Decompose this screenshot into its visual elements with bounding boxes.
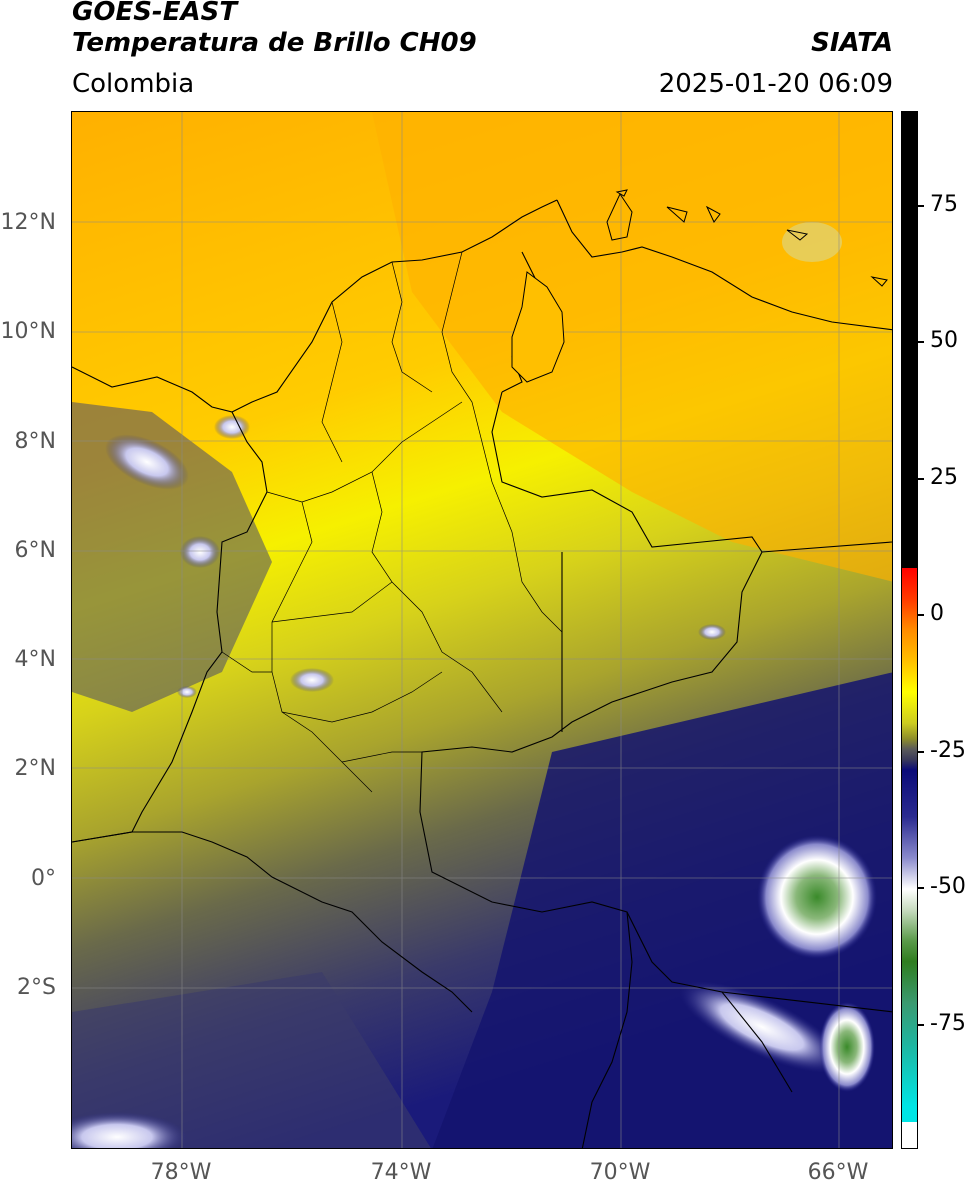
- convective-cell: [72, 1112, 187, 1148]
- cloud-patch: [782, 222, 842, 262]
- lat-label: 8°N: [14, 429, 56, 454]
- temperature-colorbar: [901, 111, 918, 1149]
- colorbar-tick: [918, 614, 924, 616]
- colorbar-tick: [918, 205, 924, 207]
- convective-cell: [679, 981, 845, 1073]
- lat-label: 10°N: [0, 319, 56, 344]
- lat-label: 12°N: [0, 210, 56, 235]
- lat-label: 2°S: [17, 975, 56, 1000]
- lon-label: 66°W: [807, 1160, 869, 1185]
- lon-label: 74°W: [370, 1160, 432, 1185]
- lat-label: 0°: [31, 866, 56, 891]
- colorbar-label: -50: [930, 874, 966, 899]
- pacific-clouds: [72, 402, 272, 712]
- convective-cell: [177, 686, 197, 698]
- graticule: [72, 112, 892, 1148]
- colorbar-tick: [918, 478, 924, 480]
- colorbar-tick: [918, 1024, 924, 1026]
- convective-cell: [698, 624, 726, 640]
- lat-label: 4°N: [14, 647, 56, 672]
- colorbar-label: 25: [930, 465, 958, 490]
- region-label: Colombia: [72, 69, 195, 99]
- caribbean-islands: [606, 189, 888, 287]
- product-title: Temperatura de Brillo CH09: [72, 28, 477, 58]
- colorbar-label: -25: [930, 738, 966, 763]
- lake-maracaibo: [511, 271, 565, 383]
- convective-cell: [290, 668, 334, 692]
- department-borders: [221, 251, 563, 793]
- colorbar-tick: [918, 751, 924, 753]
- lat-label: 2°N: [14, 756, 56, 781]
- organization-label: SIATA: [811, 28, 893, 58]
- satellite-title: GOES-EAST: [72, 0, 238, 27]
- colorbar-label: -75: [930, 1011, 966, 1036]
- convective-cell: [214, 415, 250, 439]
- colorbar-label: 0: [930, 601, 944, 626]
- convective-cell: [180, 536, 220, 568]
- warm-region: [372, 112, 892, 582]
- southwest-clouds: [72, 972, 431, 1148]
- colorbar-label: 50: [930, 328, 958, 353]
- map-canvas: [72, 112, 892, 1148]
- convective-cell: [105, 434, 189, 490]
- storm-system: [757, 835, 877, 959]
- lon-label: 70°W: [589, 1160, 651, 1185]
- colorbar-tick: [918, 887, 924, 889]
- lat-label: 6°N: [14, 538, 56, 563]
- storm-system: [819, 1002, 875, 1092]
- colorbar-label: 75: [930, 192, 958, 217]
- satellite-map[interactable]: [71, 111, 893, 1149]
- datetime-label: 2025-01-20 06:09: [658, 69, 893, 99]
- lon-label: 78°W: [150, 1160, 212, 1185]
- colorbar-tick: [918, 341, 924, 343]
